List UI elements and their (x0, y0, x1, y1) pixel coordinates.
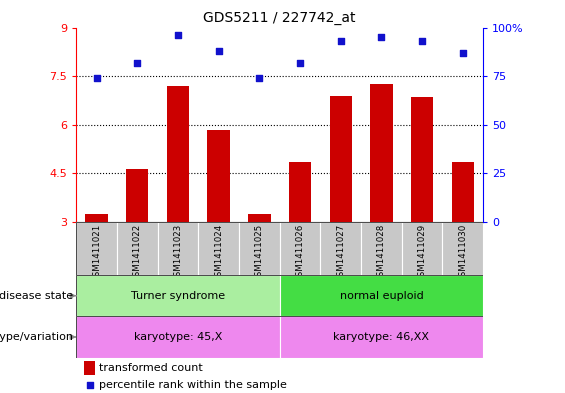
Bar (158, 222, 198, 275)
Bar (280, 275, 483, 316)
Point (377, 34, 386, 40)
Bar (451, 162, 474, 222)
Bar (198, 222, 239, 275)
Text: GSM1411028: GSM1411028 (377, 224, 386, 282)
Bar (320, 222, 361, 275)
Bar (442, 222, 483, 275)
Bar (280, 316, 483, 358)
Bar (76, 275, 280, 316)
Bar (248, 214, 271, 222)
Text: GSM1411023: GSM1411023 (173, 224, 182, 282)
Text: percentile rank within the sample: percentile rank within the sample (99, 380, 286, 390)
Text: GSM1411024: GSM1411024 (214, 224, 223, 282)
Text: GSM1411025: GSM1411025 (255, 224, 264, 282)
Bar (167, 86, 189, 222)
Point (418, 38, 427, 44)
Title: GDS5211 / 227742_at: GDS5211 / 227742_at (203, 11, 356, 25)
Bar (84, 361, 94, 375)
Text: GSM1411029: GSM1411029 (418, 224, 427, 282)
Bar (76, 222, 117, 275)
Point (85, 382, 94, 388)
Bar (411, 97, 433, 222)
Point (214, 48, 223, 54)
Text: GSM1411021: GSM1411021 (92, 224, 101, 282)
Point (295, 59, 305, 66)
Text: Turner syndrome: Turner syndrome (131, 291, 225, 301)
Bar (126, 169, 149, 222)
Bar (361, 222, 402, 275)
Bar (239, 222, 280, 275)
Point (458, 50, 467, 56)
Bar (207, 130, 230, 222)
Bar (329, 95, 352, 222)
Text: GSM1411030: GSM1411030 (458, 224, 467, 282)
Bar (85, 214, 108, 222)
Bar (402, 222, 442, 275)
Text: GSM1411022: GSM1411022 (133, 224, 142, 282)
Bar (289, 162, 311, 222)
Point (255, 75, 264, 81)
Text: transformed count: transformed count (99, 363, 202, 373)
Text: normal euploid: normal euploid (340, 291, 423, 301)
Text: disease state: disease state (0, 291, 73, 301)
Text: karyotype: 45,X: karyotype: 45,X (134, 332, 222, 342)
Text: karyotype: 46,XX: karyotype: 46,XX (333, 332, 429, 342)
Point (173, 32, 182, 39)
Bar (280, 222, 320, 275)
Text: GSM1411027: GSM1411027 (336, 224, 345, 282)
Point (133, 59, 142, 66)
Text: genotype/variation: genotype/variation (0, 332, 73, 342)
Point (92, 75, 101, 81)
Bar (117, 222, 158, 275)
Point (336, 38, 345, 44)
Bar (370, 84, 393, 222)
Bar (76, 316, 280, 358)
Text: GSM1411026: GSM1411026 (295, 224, 305, 282)
